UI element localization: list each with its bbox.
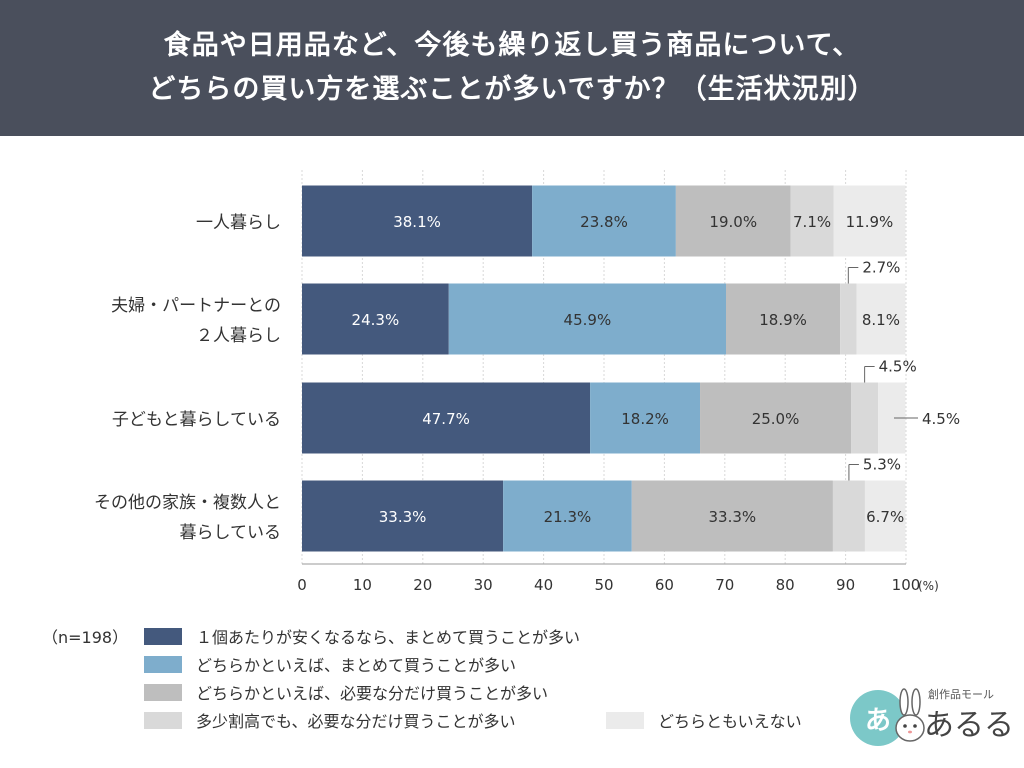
x-tick-label-20: 20 [413,576,432,594]
bar-segment-2-3 [726,283,841,355]
data-label-1-2: 23.8% [580,213,628,231]
bar-segment-3-2 [590,382,701,454]
bar-segment-1-5 [833,185,906,257]
category-label-2-2: ２人暮らし [196,326,281,346]
data-label-2-3: 18.9% [759,311,807,329]
bar-segment-4-1 [302,480,504,552]
x-tick-label-30: 30 [474,576,493,594]
chart-title-line-1: 食品や日用品など、今後も繰り返し買う商品について、 [163,30,861,61]
bar-segment-1-3 [675,185,791,257]
data-label-1-5: 11.9% [846,213,894,231]
data-label-3-5: 4.5% [922,410,960,428]
chart-header: 食品や日用品など、今後も繰り返し買う商品について、 どちらの買い方を選ぶことが多… [0,0,1024,136]
data-label-1-4: 7.1% [793,213,831,231]
brand-logo: あ 創作品モール あるる [850,684,1014,754]
data-label-1-3: 19.0% [709,213,757,231]
bar-segment-3-3 [700,382,852,454]
data-label-2-1: 24.3% [352,311,400,329]
data-label-3-3: 25.0% [752,410,800,428]
bar-segment-3-1 [302,382,591,454]
x-tick-label-60: 60 [655,576,674,594]
data-label-3-2: 18.2% [621,410,669,428]
x-tick-label-70: 70 [715,576,734,594]
bar-segment-4-3 [631,480,833,552]
bar-segment-3-4 [851,382,879,454]
bar-segment-1-1 [302,185,533,257]
data-label-4-4: 5.3% [863,456,901,474]
x-axis-unit: (%) [918,579,939,593]
logo-badge: あ [850,690,906,746]
data-label-4-2: 21.3% [544,508,592,526]
data-label-3-1: 47.7% [422,410,470,428]
x-tick-label-90: 90 [836,576,855,594]
x-tick-label-0: 0 [297,576,307,594]
category-label-1-1: 一人暮らし [196,213,281,233]
data-label-2-5: 8.1% [862,311,900,329]
category-label-2-1: 夫婦・パートナーとの [111,296,281,316]
x-tick-label-100: 100 [892,576,921,594]
bar-segment-1-4 [790,185,834,257]
bar-segment-4-5 [864,480,906,552]
x-tick-label-10: 10 [353,576,372,594]
category-label-4-2: 暮らしている [180,523,282,543]
bar-segment-4-4 [832,480,865,552]
rabbit-icon [895,688,925,742]
x-tick-label-40: 40 [534,576,553,594]
chart-title-line-2: どちらの買い方を選ぶことが多いですか？（生活状況別） [148,74,876,105]
data-label-4-3: 33.3% [709,508,757,526]
x-tick-label-80: 80 [776,576,795,594]
data-label-2-4: 2.7% [862,259,900,277]
bar-segment-2-2 [448,283,727,355]
data-label-4-1: 33.3% [379,508,427,526]
bar-segment-4-2 [503,480,632,552]
bar-segment-2-5 [856,283,906,355]
data-label-3-4: 4.5% [879,358,917,376]
logo-wordmark: あるる [924,708,1014,743]
bar-segment-2-4 [840,283,857,355]
data-label-2-2: 45.9% [564,311,612,329]
logo-tagline: 創作品モール [928,688,994,701]
category-label-4-1: その他の家族・複数人と [94,493,281,513]
bar-segment-1-2 [532,185,676,257]
data-label-4-5: 6.7% [866,508,904,526]
bar-segment-2-1 [302,283,449,355]
data-label-1-1: 38.1% [393,213,441,231]
x-tick-label-50: 50 [594,576,613,594]
category-label-3-1: 子どもと暮らしている [112,410,281,430]
